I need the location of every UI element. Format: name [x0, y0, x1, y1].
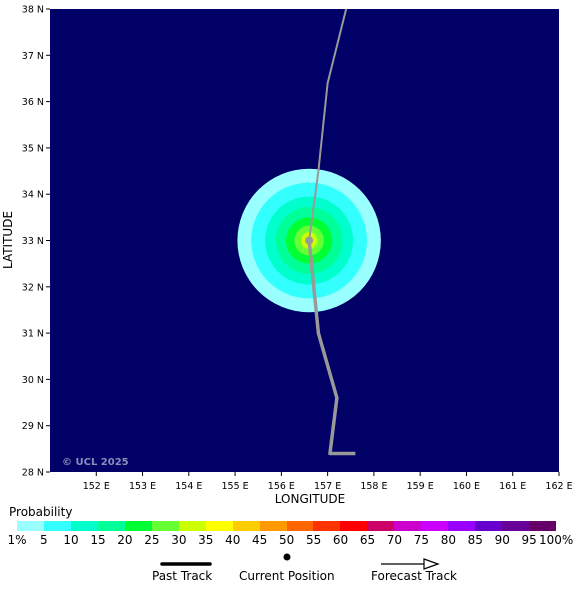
- x-tick-label: 153 E: [129, 481, 156, 492]
- colorbar-swatch: [394, 521, 422, 531]
- y-tick-label: 33 N: [22, 236, 44, 247]
- colorbar-label: 80: [440, 533, 456, 547]
- colorbar-swatch: [421, 521, 449, 531]
- colorbar-label: 60: [332, 533, 349, 547]
- colorbar-swatch: [367, 521, 395, 531]
- colorbar-label: 95: [521, 533, 537, 547]
- colorbar-label: 65: [359, 533, 376, 547]
- y-tick-label: 31 N: [22, 329, 44, 340]
- y-tick-label: 28 N: [22, 468, 44, 479]
- y-tick-label: 32 N: [22, 282, 44, 293]
- colorbar-label: 1%: [7, 533, 27, 547]
- colorbar-label: 20: [117, 533, 133, 547]
- colorbar-label: 50: [279, 533, 295, 547]
- y-tick-label: 37 N: [22, 51, 44, 62]
- colorbar-swatch: [232, 521, 260, 531]
- colorbar-label: 15: [90, 533, 106, 547]
- colorbar-swatch: [97, 521, 125, 531]
- y-axis-title: LATITUDE: [1, 211, 15, 269]
- colorbar-swatch: [448, 521, 476, 531]
- x-tick-label: 156 E: [268, 481, 295, 492]
- colorbar-label: 85: [467, 533, 483, 547]
- y-tick-label: 29 N: [22, 421, 44, 432]
- colorbar-swatch: [43, 521, 71, 531]
- colorbar-swatch: [313, 521, 341, 531]
- colorbar-swatch: [340, 521, 368, 531]
- colorbar-swatch: [178, 521, 206, 531]
- colorbar-label: 35: [198, 533, 214, 547]
- colorbar-swatch: [475, 521, 503, 531]
- y-tick-label: 30 N: [22, 375, 44, 386]
- probability-colorbar: [17, 521, 557, 531]
- copyright-text: © UCL 2025: [62, 457, 129, 468]
- colorbar-swatch: [529, 521, 557, 531]
- x-tick-label: 158 E: [360, 481, 387, 492]
- x-tick-label: 157 E: [314, 481, 341, 492]
- forecast-track-line: [308, 8, 348, 241]
- x-tick-label: 159 E: [407, 481, 434, 492]
- x-tick-label: 161 E: [499, 481, 526, 492]
- colorbar-label: 40: [225, 533, 241, 547]
- colorbar-label: 5: [39, 533, 48, 547]
- y-tick-label: 35 N: [22, 143, 44, 154]
- colorbar-label: 30: [171, 533, 187, 547]
- y-tick-label: 34 N: [22, 190, 44, 201]
- x-tick-label: 160 E: [453, 481, 480, 492]
- past-track-line: [307, 240, 356, 456]
- y-tick-label: 36 N: [22, 97, 44, 108]
- current-position-label: Current Position: [239, 569, 335, 583]
- colorbar-swatch: [502, 521, 530, 531]
- x-tick-label: 155 E: [222, 481, 249, 492]
- colorbar-swatch: [124, 521, 152, 531]
- x-tick-label: 152 E: [83, 481, 110, 492]
- colorbar-swatch: [151, 521, 179, 531]
- colorbar-label: 100%: [539, 533, 574, 547]
- colorbar-swatch: [17, 521, 44, 531]
- past-track-label: Past Track: [152, 569, 213, 583]
- colorbar-swatch: [205, 521, 233, 531]
- colorbar-label: 25: [144, 533, 160, 547]
- current-position-marker: [305, 236, 314, 245]
- forecast-track-label: Forecast Track: [371, 569, 457, 583]
- axis-ticks: 152 E 153 E 154 E 155 E 156 E 157 E 158 E 159 E…: [22, 5, 573, 493]
- colorbar-label: 75: [413, 533, 430, 547]
- colorbar-swatch: [70, 521, 98, 531]
- storm-tracks: [305, 8, 356, 456]
- colorbar-swatch: [286, 521, 314, 531]
- colorbar-label: 70: [386, 533, 403, 547]
- x-tick-label: 162 E: [545, 481, 572, 492]
- x-tick-label: 154 E: [175, 481, 202, 492]
- colorbar-label: 90: [494, 533, 510, 547]
- colorbar-swatch: [259, 521, 287, 531]
- colorbar-label: 55: [305, 533, 322, 547]
- probability-legend-title: Probability: [9, 505, 73, 519]
- y-tick-label: 38 N: [22, 5, 44, 16]
- colorbar-label: 10: [63, 533, 79, 547]
- colorbar-label: 45: [252, 533, 268, 547]
- x-axis-title: LONGITUDE: [275, 492, 345, 506]
